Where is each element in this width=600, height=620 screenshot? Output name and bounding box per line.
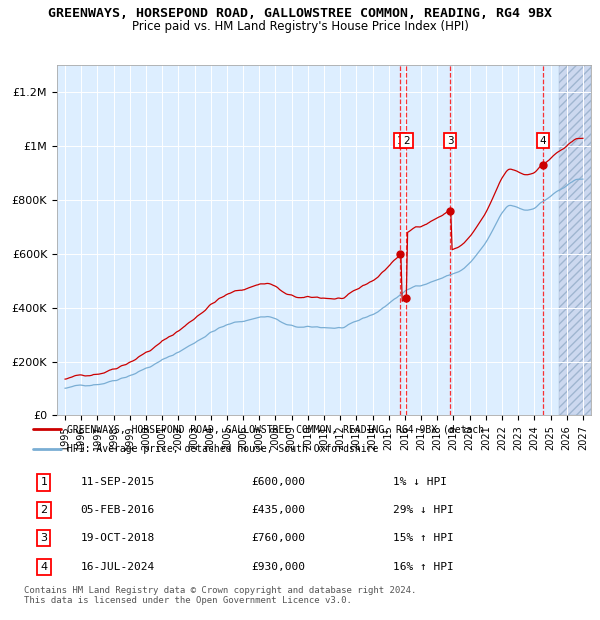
Text: HPI: Average price, detached house, South Oxfordshire: HPI: Average price, detached house, Sout… — [67, 444, 378, 454]
Text: 29% ↓ HPI: 29% ↓ HPI — [392, 505, 454, 515]
Text: 1% ↓ HPI: 1% ↓ HPI — [392, 477, 446, 487]
Text: 4: 4 — [40, 562, 47, 572]
Bar — [559, 65, 591, 415]
Text: £760,000: £760,000 — [251, 533, 305, 543]
Bar — [559, 65, 591, 415]
Text: GREENWAYS, HORSEPOND ROAD, GALLOWSTREE COMMON, READING, RG4 9BX: GREENWAYS, HORSEPOND ROAD, GALLOWSTREE C… — [48, 7, 552, 20]
Text: 4: 4 — [540, 136, 547, 146]
Text: 16-JUL-2024: 16-JUL-2024 — [80, 562, 155, 572]
Text: GREENWAYS, HORSEPOND ROAD, GALLOWSTREE COMMON, READING, RG4 9BX (detach: GREENWAYS, HORSEPOND ROAD, GALLOWSTREE C… — [67, 424, 484, 435]
Text: 11-SEP-2015: 11-SEP-2015 — [80, 477, 155, 487]
Text: 05-FEB-2016: 05-FEB-2016 — [80, 505, 155, 515]
Text: 3: 3 — [447, 136, 454, 146]
Text: 3: 3 — [40, 533, 47, 543]
Text: £930,000: £930,000 — [251, 562, 305, 572]
Text: 16% ↑ HPI: 16% ↑ HPI — [392, 562, 454, 572]
Text: Contains HM Land Registry data © Crown copyright and database right 2024.
This d: Contains HM Land Registry data © Crown c… — [24, 586, 416, 605]
Text: £600,000: £600,000 — [251, 477, 305, 487]
Text: 1: 1 — [40, 477, 47, 487]
Text: Price paid vs. HM Land Registry's House Price Index (HPI): Price paid vs. HM Land Registry's House … — [131, 20, 469, 33]
Text: 2: 2 — [40, 505, 47, 515]
Text: 15% ↑ HPI: 15% ↑ HPI — [392, 533, 454, 543]
Text: 1: 1 — [397, 136, 404, 146]
Text: £435,000: £435,000 — [251, 505, 305, 515]
Text: 19-OCT-2018: 19-OCT-2018 — [80, 533, 155, 543]
Text: 2: 2 — [403, 136, 410, 146]
